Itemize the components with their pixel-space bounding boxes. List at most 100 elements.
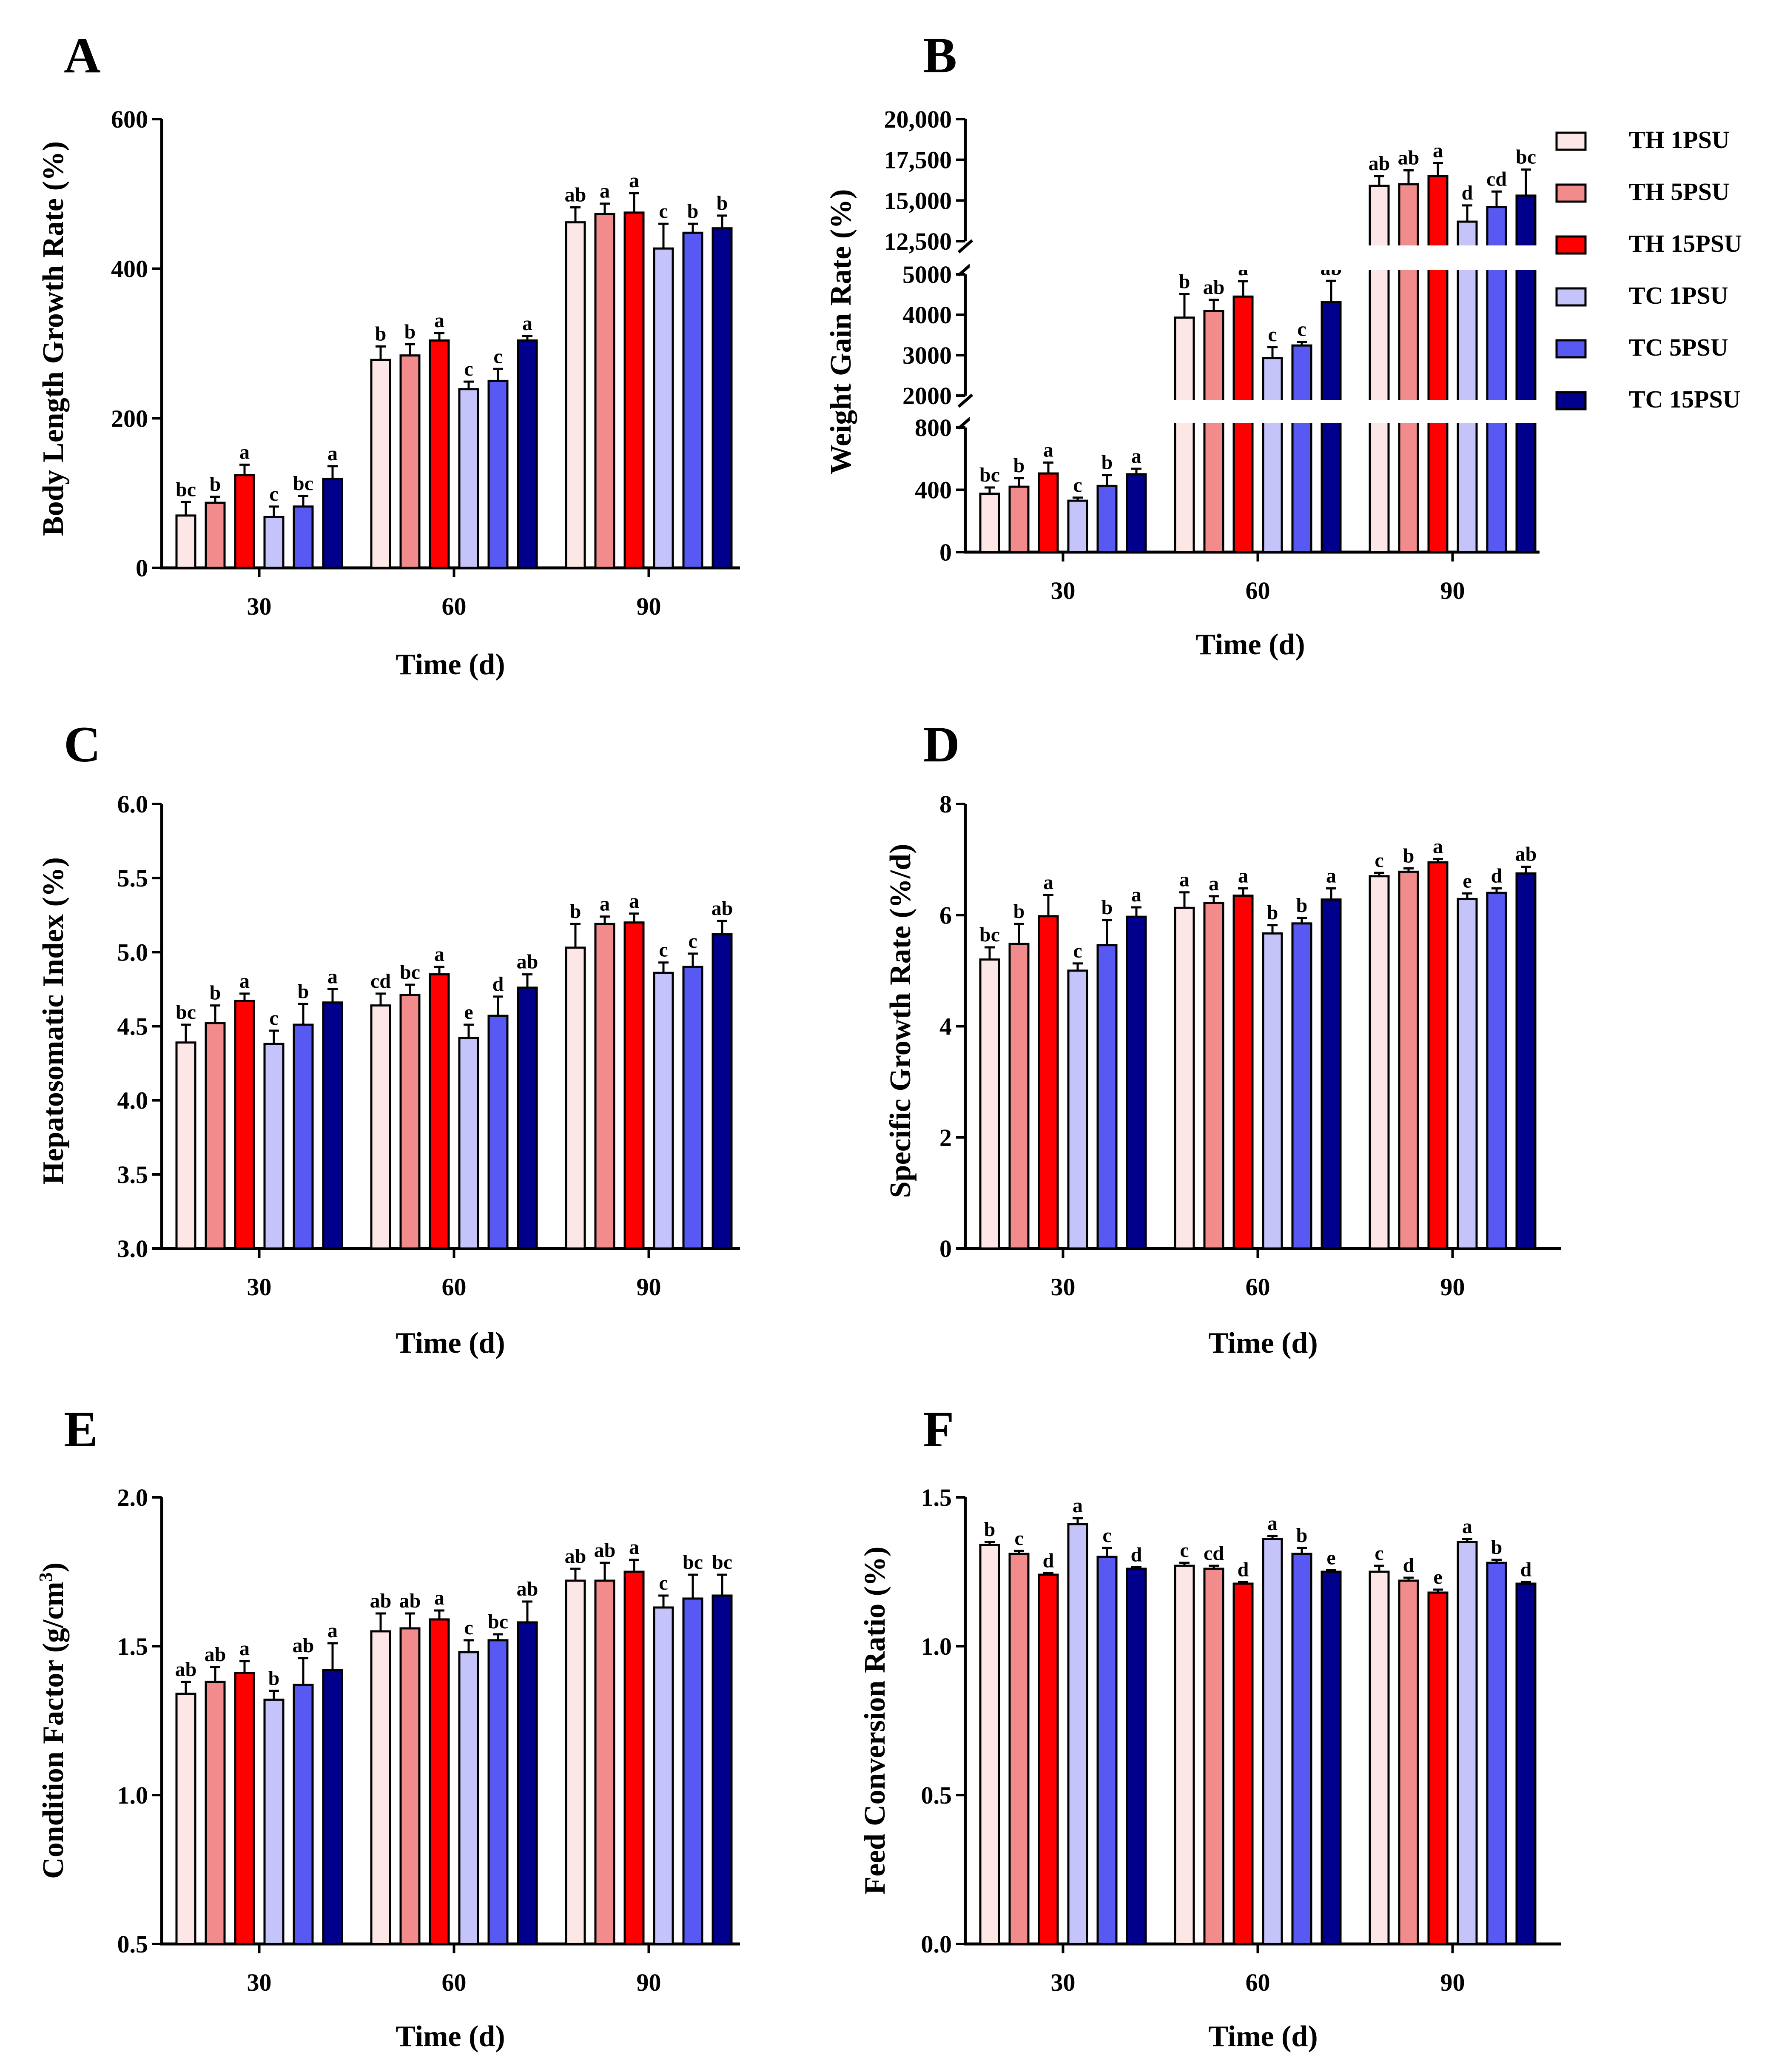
bar [1038,915,1059,1250]
ylabel-e-end: ) [37,1562,70,1572]
bar [234,1000,255,1250]
bar [594,213,615,569]
significance-label: a [239,970,250,992]
significance-label: a [327,442,338,465]
bar [1369,875,1390,1250]
legend-swatch [1555,131,1587,151]
bar [1291,1553,1312,1945]
xlabel-b: Time (d) [1195,628,1305,661]
bar [1398,870,1419,1250]
bar [1126,473,1147,553]
bar [682,231,703,569]
significance-label: c [493,345,502,368]
significance-label: b [1267,901,1278,924]
bar [322,1001,343,1250]
y-tick-label: 4.0 [117,1087,148,1114]
bar [1126,1568,1147,1945]
significance-label: b [210,473,221,496]
significance-label: b [687,200,699,222]
legend-label: TH 5PSU [1629,178,1730,205]
legend-label: TH 15PSU [1629,230,1742,257]
significance-label: cd [370,970,391,992]
bar [1203,310,1224,553]
y-tick-label: 0.5 [921,1781,952,1809]
significance-label: a [1267,1512,1278,1535]
significance-label: d [1520,1559,1532,1581]
y-tick-label: 1.0 [921,1633,952,1660]
x-tick-label: 30 [1051,577,1076,604]
x-tick-label: 90 [637,1273,661,1301]
bar [1457,1541,1478,1945]
significance-label: d [1238,1559,1249,1581]
xlabel-d: Time (d) [1208,1327,1318,1359]
bar [1038,1573,1059,1945]
legend-swatch [1555,391,1587,410]
significance-label: c [464,358,473,380]
bar [234,1672,255,1945]
significance-label: a [1238,865,1248,887]
bar [1515,1582,1537,1945]
x-tick-label: 90 [1440,577,1465,604]
y-tick-label: 4000 [902,301,952,329]
bar [1457,898,1478,1250]
legend-label: TH 1PSU [1629,126,1730,154]
significance-label: b [1013,454,1025,477]
significance-label: b [1296,894,1308,917]
significance-label: bc [1516,146,1536,168]
bar [517,1621,538,1945]
bar [565,946,586,1250]
bar [979,493,1000,553]
ylabel-c: Hepatosomatic Index (%) [37,857,70,1185]
bar [263,516,285,569]
significance-label: bc [400,961,420,983]
bar [1232,295,1254,553]
significance-label: c [269,1007,278,1029]
y-tick-label: 4 [939,1013,952,1040]
bar [429,1618,450,1945]
xlabel-e: Time (d) [396,2020,505,2053]
bar [979,958,1000,1250]
significance-label: e [1433,1566,1442,1588]
y-tick-label: 5.5 [117,864,148,892]
significance-label: d [1043,1550,1054,1572]
bar [1174,316,1195,553]
significance-label: a [629,169,639,192]
bar [458,1651,479,1945]
significance-label: b [268,1667,280,1690]
y-tick-label: 200 [111,405,148,432]
bar [653,1606,674,1945]
bar [205,1681,226,1945]
bar [487,379,509,569]
significance-label: c [1102,1524,1111,1547]
significance-label: a [434,1587,444,1609]
significance-label: c [1014,1527,1023,1550]
significance-label: c [1180,1539,1189,1562]
y-tick-label: 0.5 [117,1930,148,1958]
panel-a: A Body Length Growth Rate (%) Time (d) 0… [37,27,740,681]
significance-label: a [1433,835,1443,858]
y-tick-label: 5000 [902,261,952,288]
significance-label: ab [370,1590,392,1612]
y-tick-label: 2 [939,1124,952,1151]
y-tick-label: 400 [915,476,952,504]
bar [1067,499,1088,553]
legend-label: TC 5PSU [1629,333,1728,361]
significance-label: b [717,192,728,214]
bar [1232,1582,1254,1945]
bar [1321,1570,1342,1945]
axis-break-gap [970,245,1540,270]
panel-f: F Feed Conversion Ratio (%) Time (d) 0.0… [859,1401,1561,2053]
bar [1398,183,1419,553]
significance-label: a [1462,1515,1472,1538]
significance-label: a [1073,1494,1083,1517]
y-tick-label: 1.5 [921,1484,952,1511]
y-tick-label: 3.5 [117,1161,148,1188]
significance-label: c [269,483,278,505]
y-tick-label: 6 [939,901,952,929]
legend-swatch [1555,183,1587,203]
significance-label: cd [1486,168,1507,190]
significance-label: e [1463,869,1471,892]
significance-label: a [522,312,532,335]
bar [1174,906,1195,1250]
